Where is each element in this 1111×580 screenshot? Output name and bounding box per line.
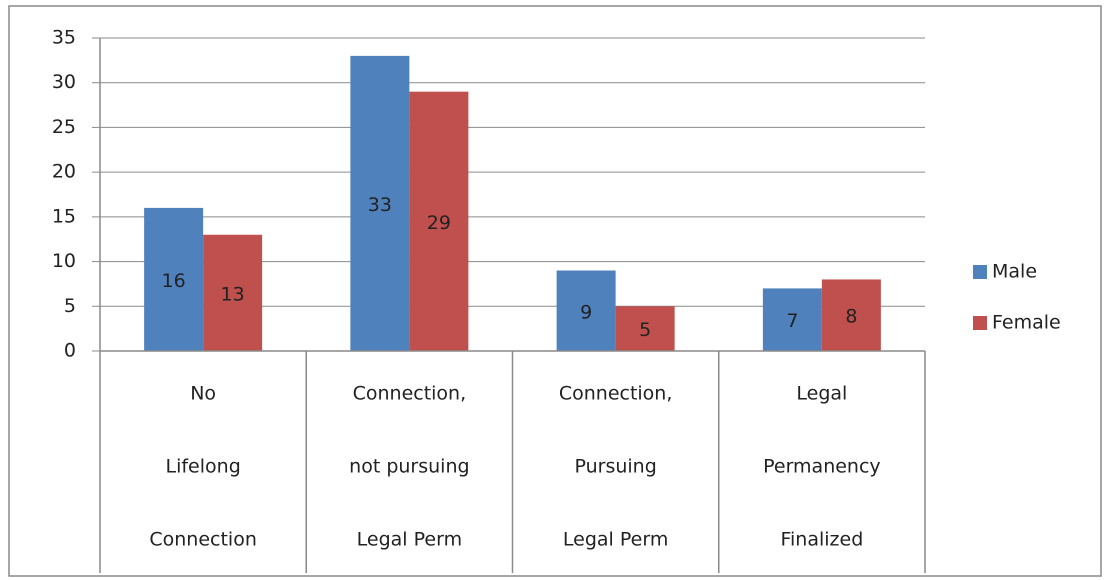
x-tick-label: not pursuing (349, 456, 469, 478)
bar (556, 270, 616, 351)
data-label: 33 (368, 194, 392, 216)
x-tick-label: Pursuing (574, 456, 656, 478)
data-label: 13 (221, 283, 245, 305)
y-tick-label: 20 (52, 161, 76, 183)
x-tick-label: Connection (149, 529, 257, 551)
y-tick-label: 0 (64, 340, 76, 362)
data-label: 9 (580, 301, 592, 323)
data-label: 29 (427, 212, 451, 234)
bar (144, 207, 204, 351)
x-tick-label: No (190, 383, 216, 405)
x-tick-label: Legal Perm (563, 529, 668, 551)
bar (615, 306, 675, 351)
legend-label: Male (992, 261, 1037, 283)
x-tick-label: Lifelong (166, 456, 241, 478)
data-label: 8 (845, 306, 857, 328)
y-tick-label: 10 (52, 250, 76, 272)
x-tick-label: Finalized (780, 529, 863, 551)
bar (350, 55, 410, 352)
data-label: 7 (786, 310, 798, 332)
y-tick-label: 25 (52, 116, 76, 138)
x-tick-label: Permanency (763, 456, 881, 478)
x-tick-label: Legal (796, 383, 847, 405)
bar (203, 234, 263, 351)
x-tick-label: Connection, (559, 383, 673, 405)
y-tick-label: 5 (64, 295, 76, 317)
bar (821, 279, 881, 351)
x-tick-label: Legal Perm (357, 529, 462, 551)
legend-label: Female (992, 312, 1061, 334)
data-label: 16 (162, 270, 186, 292)
bar (762, 288, 822, 351)
y-tick-label: 15 (52, 205, 76, 227)
legend-swatch (973, 316, 987, 330)
y-tick-label: 30 (52, 71, 76, 93)
legend-swatch (973, 265, 987, 279)
bar (409, 91, 469, 352)
y-tick-label: 35 (52, 27, 76, 49)
data-label: 5 (639, 319, 651, 341)
x-tick-label: Connection, (353, 383, 467, 405)
